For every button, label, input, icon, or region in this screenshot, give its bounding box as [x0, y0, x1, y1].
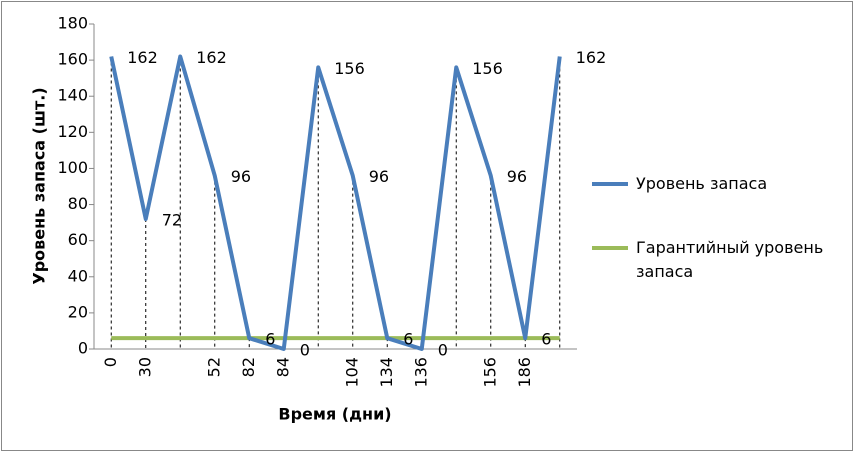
- y-tick-label: 80: [68, 194, 88, 213]
- data-label: 162: [576, 48, 607, 67]
- data-label: 156: [334, 59, 365, 78]
- x-tick-label: 84: [273, 357, 292, 377]
- legend-item: Гарантийный уровень запаса: [592, 236, 842, 284]
- y-tick-label: 140: [57, 86, 88, 105]
- y-tick-label: 180: [57, 14, 88, 33]
- data-label: 6: [541, 330, 551, 349]
- data-label: 96: [231, 167, 251, 186]
- y-tick-label: 60: [68, 230, 88, 249]
- legend-swatch: [592, 182, 628, 186]
- data-label: 96: [507, 167, 527, 186]
- legend-swatch: [592, 246, 628, 250]
- x-tick-label: 136: [411, 357, 430, 388]
- data-label: 0: [438, 341, 448, 360]
- series-line: [109, 54, 562, 351]
- y-tick-label: 120: [57, 122, 88, 141]
- data-label: 162: [127, 48, 158, 67]
- x-tick-label: 134: [377, 357, 396, 388]
- x-tick-label: 0: [101, 357, 120, 367]
- data-label: 6: [265, 330, 275, 349]
- data-label: 0: [300, 341, 310, 360]
- x-tick-label: 30: [135, 357, 154, 377]
- legend-label: Уровень запаса: [636, 174, 768, 193]
- y-tick-label: 100: [57, 158, 88, 177]
- legend-item: Уровень запаса: [592, 172, 842, 196]
- y-axis-title: Уровень запаса (шт.): [30, 87, 49, 284]
- data-label: 6: [403, 330, 413, 349]
- data-label: 156: [472, 59, 503, 78]
- x-tick-label: 156: [480, 357, 499, 388]
- x-axis-title: Время (дни): [278, 405, 391, 424]
- data-label: 162: [196, 48, 227, 67]
- data-label: 72: [162, 211, 182, 230]
- x-tick-label: 82: [239, 357, 258, 377]
- y-tick-label: 20: [68, 302, 88, 321]
- y-tick-label: 0: [78, 339, 88, 358]
- data-label: 96: [369, 167, 389, 186]
- legend-label: Гарантийный уровень запаса: [636, 238, 824, 281]
- x-tick-label: 52: [204, 357, 223, 377]
- y-tick-label: 40: [68, 266, 88, 285]
- y-tick-label: 160: [57, 50, 88, 69]
- x-tick-label: 104: [342, 357, 361, 388]
- x-tick-label: 186: [515, 357, 534, 388]
